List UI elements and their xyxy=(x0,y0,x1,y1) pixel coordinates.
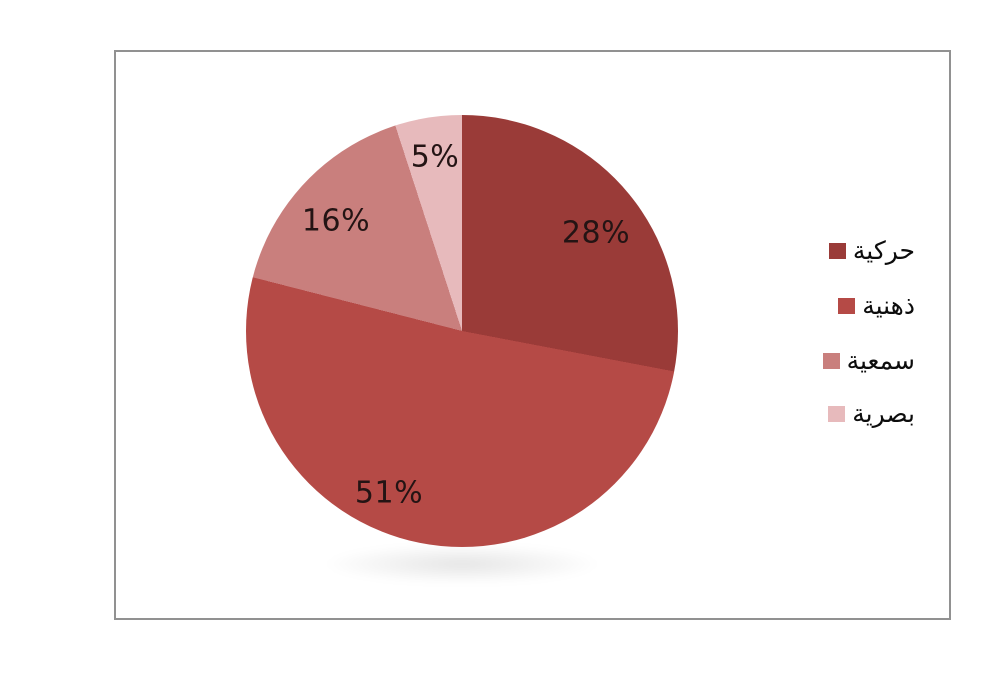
legend-item-harakiya[interactable]: حركية xyxy=(828,236,915,266)
legend-item-label: ذهنية xyxy=(862,291,915,321)
legend-swatch-icon xyxy=(838,298,856,314)
chart-frame[interactable]: 28% 51% 16% 5% حركية ذهنية سمعية بصرية xyxy=(114,50,951,620)
data-label-slice-4: 5% xyxy=(410,139,460,175)
legend-swatch-icon xyxy=(828,406,846,422)
data-label-slice-2: 51% xyxy=(354,475,424,511)
data-label-slice-1: 28% xyxy=(561,215,631,251)
legend-item-label: حركية xyxy=(852,236,915,266)
legend-item-samiya[interactable]: سمعية xyxy=(822,346,915,376)
legend: حركية ذهنية سمعية بصرية xyxy=(655,52,915,618)
legend-item-basariya[interactable]: بصرية xyxy=(828,399,915,429)
legend-swatch-icon xyxy=(822,353,840,369)
legend-item-label: سمعية xyxy=(846,346,915,376)
legend-item-dhihniya[interactable]: ذهنية xyxy=(838,291,915,321)
pie[interactable] xyxy=(246,115,678,547)
legend-swatch-icon xyxy=(828,243,846,259)
pie-shadow xyxy=(322,544,602,584)
data-label-slice-3: 16% xyxy=(301,203,371,239)
legend-item-label: بصرية xyxy=(852,399,915,429)
